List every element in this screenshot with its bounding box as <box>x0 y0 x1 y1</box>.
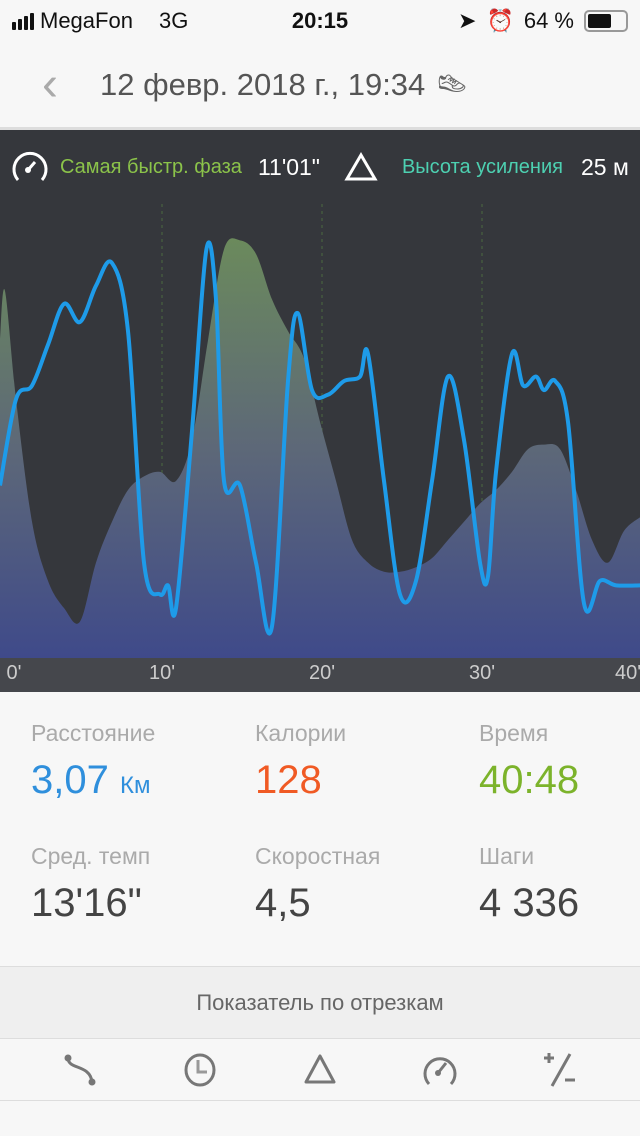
stat-unit: Км <box>119 772 151 799</box>
elevation-tab-icon[interactable] <box>300 1050 340 1090</box>
stat-steps: Шаги 4 336 <box>479 843 640 966</box>
stat-value: 3,07 <box>31 758 109 802</box>
clock-icon[interactable] <box>180 1050 220 1090</box>
stat-calories: Калории 128 <box>255 720 479 843</box>
segment-tabs <box>0 1039 640 1101</box>
page-title: 12 февр. 2018 г., 19:34 <box>100 66 426 102</box>
stat-label: Расстояние <box>31 720 156 746</box>
stat-label: Скоростная <box>255 843 381 869</box>
plus-minus-icon[interactable] <box>540 1050 580 1090</box>
stat-value: 13'16" <box>31 881 142 925</box>
battery-percent: 64 % <box>523 8 574 33</box>
speedometer-tab-icon[interactable] <box>420 1050 460 1090</box>
chart-svg <box>0 204 640 658</box>
elevation-icon <box>344 152 378 181</box>
stats-grid: Расстояние 3,07 Км Калории 128 Время 40:48 … <box>0 692 640 967</box>
gain-value: 25 м <box>580 153 629 180</box>
stat-value: 40:48 <box>479 758 580 802</box>
nav-header: ‹ 12 февр. 2018 г., 19:34 👟︎ <box>0 42 640 130</box>
stat-label: Время <box>479 720 549 746</box>
stat-distance: Расстояние 3,07 Км <box>31 720 255 843</box>
elevation-area <box>0 238 640 658</box>
stat-label: Калории <box>255 720 347 746</box>
network: 3G <box>158 8 189 33</box>
x-tick-label: 40' <box>614 662 640 684</box>
x-tick-label: 0' <box>6 662 22 684</box>
route-icon[interactable] <box>60 1050 100 1090</box>
pace-elevation-chart[interactable] <box>0 204 640 658</box>
x-tick-label: 30' <box>468 662 496 684</box>
carrier: MegaFon <box>40 8 133 33</box>
stat-label: Шаги <box>479 843 535 869</box>
stat-avg-pace: Сред. темп 13'16" <box>31 843 255 966</box>
stat-time: Время 40:48 <box>479 720 640 843</box>
stat-label: Сред. темп <box>31 843 151 869</box>
stat-value: 4,5 <box>255 881 311 925</box>
x-tick-label: 20' <box>308 662 336 684</box>
fastest-label: Самая быстр. фаза <box>60 155 242 178</box>
back-button[interactable]: ‹ <box>42 58 58 111</box>
segments-header: Показатель по отрезкам <box>0 967 640 1039</box>
stat-speed: Скоростная 4,5 <box>255 843 479 966</box>
stat-value: 4 336 <box>479 881 580 925</box>
location-icon: ➤ <box>458 8 477 33</box>
chart-info-bar: Самая быстр. фаза 11'01" Высота усиления… <box>0 130 640 204</box>
status-bar: MegaFon 3G 20:15 ➤ ⏰ 64 % <box>0 0 640 42</box>
signal-icon <box>12 12 34 30</box>
shoe-icon: 👟︎ <box>435 69 469 99</box>
speedometer-icon <box>12 151 48 181</box>
alarm-icon: ⏰ <box>486 8 514 33</box>
fastest-value: 11'01" <box>257 153 320 180</box>
battery-icon <box>584 10 628 32</box>
pace-line <box>0 240 640 636</box>
x-axis: 0' 10' 20' 30' 40' <box>0 658 640 692</box>
x-tick-label: 10' <box>148 662 176 684</box>
stat-value: 128 <box>255 758 322 802</box>
gain-label: Высота усиления <box>401 155 563 178</box>
